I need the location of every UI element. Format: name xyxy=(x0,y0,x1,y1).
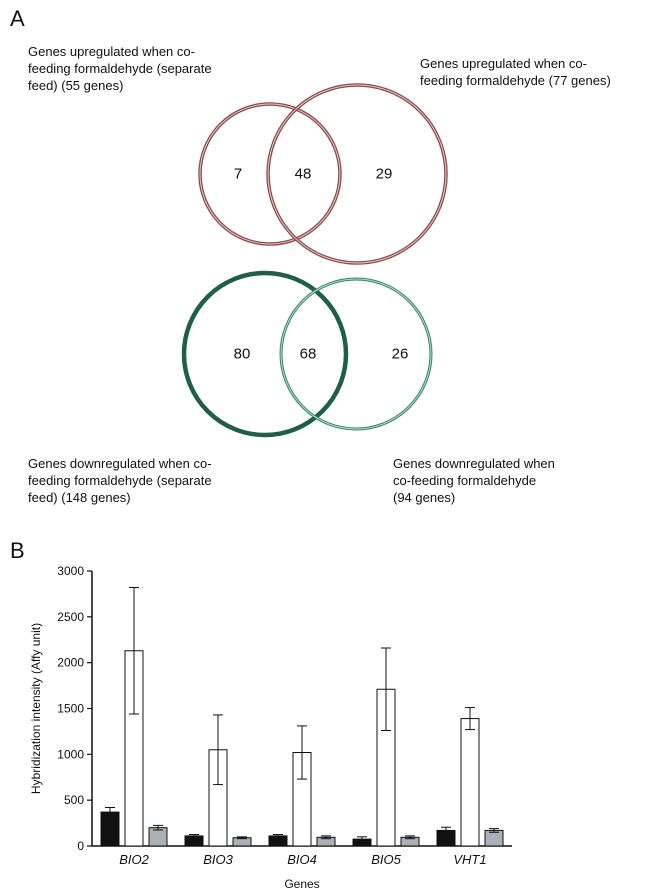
y-tick-label: 0 xyxy=(77,839,84,853)
venn-up-left-label-line: feed) (55 genes) xyxy=(28,78,124,93)
panel-a-letter: A xyxy=(10,6,25,31)
category-label: BIO2 xyxy=(119,852,149,867)
venn-down-only-left: 80 xyxy=(233,345,251,363)
category-label: BIO5 xyxy=(371,852,401,867)
y-tick-label: 2000 xyxy=(57,656,84,670)
venn-down xyxy=(181,270,433,438)
venn-down-left-circle xyxy=(181,270,349,438)
venn-down-right-label: Genes downregulated when co-feeding form… xyxy=(393,455,555,506)
venn-up-right-circle-inner xyxy=(267,84,447,264)
y-tick-label: 3000 xyxy=(57,564,84,578)
venn-down-left-label-line: Genes downregulated when co- xyxy=(28,456,212,471)
venn-up-left-label-line: Genes upregulated when co- xyxy=(28,44,195,59)
venn-up-right-label: Genes upregulated when co- feeding forma… xyxy=(420,55,611,89)
venn-down-left-label-line: feeding formaldehyde (separate xyxy=(28,473,212,488)
bar xyxy=(460,718,480,847)
venn-up-left-label: Genes upregulated when co- feeding forma… xyxy=(28,43,212,94)
venn-down-right-label-line: Genes downregulated when xyxy=(393,456,555,471)
venn-up-overlap: 48 xyxy=(294,165,312,183)
venn-down-overlap: 68 xyxy=(299,345,317,363)
venn-down-left-label-line: feed) (148 genes) xyxy=(28,490,131,505)
category-label: VHT1 xyxy=(453,852,486,867)
venn-up-right-label-line: feeding formaldehyde (77 genes) xyxy=(420,73,611,88)
x-axis-title: Genes xyxy=(284,877,319,891)
y-tick-label: 2500 xyxy=(57,610,84,624)
category-label: BIO4 xyxy=(287,852,317,867)
y-tick-label: 1500 xyxy=(57,702,84,716)
venn-up-left-circle-inner xyxy=(199,103,341,245)
bar xyxy=(100,811,120,847)
venn-up-left-label-line: feeding formaldehyde (separate xyxy=(28,61,212,76)
venn-down-left-label: Genes downregulated when co- feeding for… xyxy=(28,455,212,506)
y-tick-label: 500 xyxy=(64,793,84,807)
venn-down-right-circle-inner xyxy=(280,278,432,430)
panel-b-letter: B xyxy=(10,538,25,563)
venn-down-only-right: 26 xyxy=(391,345,409,363)
venn-up-only-right: 29 xyxy=(375,165,393,183)
y-tick-label: 1000 xyxy=(57,747,84,761)
venn-down-right-label-line: (94 genes) xyxy=(393,490,456,505)
venn-up-only-left: 7 xyxy=(233,165,243,183)
venn-up xyxy=(198,83,448,265)
venn-up-right-label-line: Genes upregulated when co- xyxy=(420,56,587,71)
venn-down-right-label-line: co-feeding formaldehyde xyxy=(393,473,537,488)
category-label: BIO3 xyxy=(203,852,233,867)
y-axis-title: Hybridization intensity (Affy unit) xyxy=(29,623,43,794)
bar xyxy=(484,829,504,847)
